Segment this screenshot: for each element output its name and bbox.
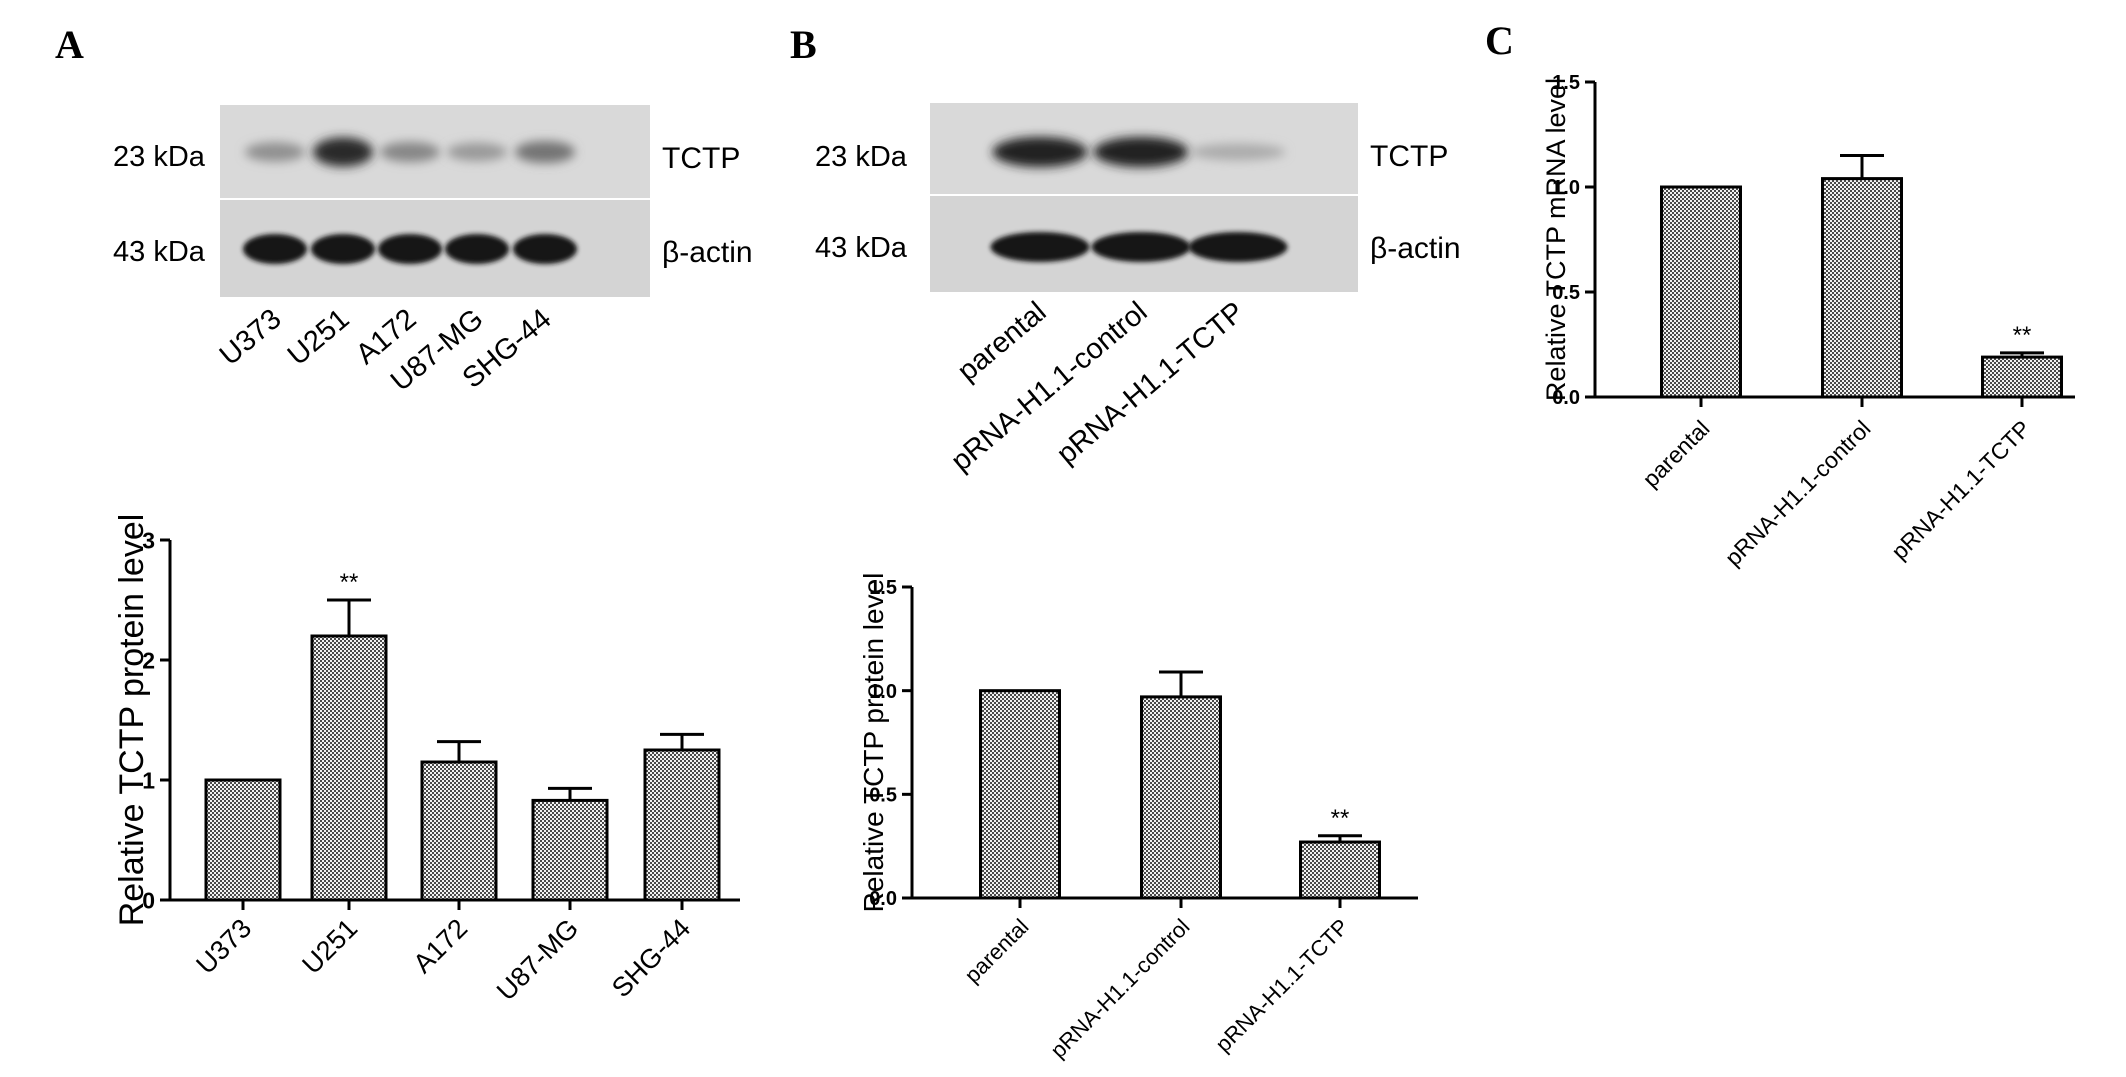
blot-a-actin-band xyxy=(243,234,307,264)
y-tick-label: 1.5 xyxy=(869,577,897,599)
blot-a-band-tctp: TCTP xyxy=(662,142,740,175)
blot-b-tctp-band xyxy=(1093,136,1189,168)
western-blot-a: 23 kDa 43 kDa TCTP β-actin U373U251A172U… xyxy=(113,105,753,398)
x-category-label: pRNA-H1.1-control xyxy=(1720,415,1876,571)
x-category-label: A172 xyxy=(407,913,473,979)
y-tick-label: 0.0 xyxy=(1552,387,1580,409)
blot-a-marker-43: 43 kDa xyxy=(113,236,206,268)
x-category-label: pRNA-H1.1-TCTP xyxy=(1211,914,1354,1057)
panel-label-b: B xyxy=(790,22,817,67)
bar-pRNA-H1.1-TCTP xyxy=(1299,840,1381,900)
blot-a-marker-23: 23 kDa xyxy=(113,141,206,173)
x-category-label: parental xyxy=(1637,415,1714,492)
y-tick-label: 0.0 xyxy=(869,888,897,910)
x-category-label: parental xyxy=(960,914,1034,988)
bar-U251 xyxy=(310,634,388,902)
blot-a-actin-band xyxy=(311,234,375,264)
blot-b-marker-23: 23 kDa xyxy=(815,141,908,173)
blot-b-band-actin: β-actin xyxy=(1370,232,1461,265)
bar-U87-MG xyxy=(531,798,609,902)
blot-b-marker-43: 43 kDa xyxy=(815,232,908,264)
y-tick-label: 1.5 xyxy=(1552,72,1580,94)
x-category-label: U373 xyxy=(190,913,257,980)
significance-marker: ** xyxy=(2013,322,2032,349)
y-tick-label: 0.5 xyxy=(869,785,897,807)
blot-a-tctp-band xyxy=(245,142,305,162)
blot-a-actin-band xyxy=(378,234,442,264)
y-tick-label: 1.0 xyxy=(869,681,897,703)
bar-pRNA-H1.1-control xyxy=(1140,695,1222,900)
blot-a-actin-band xyxy=(513,234,577,264)
y-axis-label: Relative TCTP protein level xyxy=(113,514,151,927)
blot-a-lane-label: U251 xyxy=(282,303,356,372)
y-tick-label: 0.5 xyxy=(1552,282,1580,304)
blot-b-lane-label: parental xyxy=(952,296,1053,388)
bar-pRNA-H1.1-TCTP xyxy=(1981,355,2063,399)
blot-a-tctp-band xyxy=(313,137,373,167)
bar-A172 xyxy=(420,760,498,902)
blot-b-actin-band xyxy=(990,232,1090,262)
blot-b-actin-band xyxy=(1188,232,1288,262)
bar-parental xyxy=(1660,185,1742,399)
significance-marker: ** xyxy=(340,569,359,596)
y-tick-label: 1.0 xyxy=(1552,177,1580,199)
x-category-label: pRNA-H1.1-TCTP xyxy=(1886,415,2035,564)
y-axis-label: Relative TCTP mRNA level xyxy=(1541,78,1571,401)
blot-a-actin-band xyxy=(445,234,509,264)
x-category-label: U87-MG xyxy=(491,913,584,1006)
y-tick-label: 3 xyxy=(142,527,155,553)
y-tick-label: 0 xyxy=(142,887,155,913)
y-tick-label: 1 xyxy=(142,767,155,793)
blot-b-actin-band xyxy=(1091,232,1191,262)
y-axis-label: Relative TCTP protein level xyxy=(858,573,889,913)
blot-a-tctp-band xyxy=(515,140,575,164)
blot-b-tctp-band xyxy=(992,136,1088,168)
blot-a-tctp-band xyxy=(447,142,507,162)
bar-pRNA-H1.1-control xyxy=(1821,177,1903,399)
bar-SHG-44 xyxy=(643,748,721,902)
panel-label-a: A xyxy=(55,22,84,67)
western-blot-b: 23 kDa 43 kDa TCTP β-actin parentalpRNA-… xyxy=(815,103,1461,478)
x-category-label: SHG-44 xyxy=(606,913,696,1003)
blot-a-band-actin: β-actin xyxy=(662,236,753,269)
blot-a-lane-label: U373 xyxy=(214,303,288,372)
blot-b-band-tctp: TCTP xyxy=(1370,140,1448,173)
bar-U373 xyxy=(204,778,282,902)
x-category-label: pRNA-H1.1-control xyxy=(1045,914,1194,1063)
panel-label-c: C xyxy=(1485,18,1514,63)
bar-parental xyxy=(979,689,1061,900)
y-tick-label: 2 xyxy=(142,647,155,673)
blot-b-tctp-band xyxy=(1190,143,1286,161)
blot-a-tctp-band xyxy=(380,141,440,163)
significance-marker: ** xyxy=(1331,805,1350,832)
x-category-label: U251 xyxy=(296,913,363,980)
